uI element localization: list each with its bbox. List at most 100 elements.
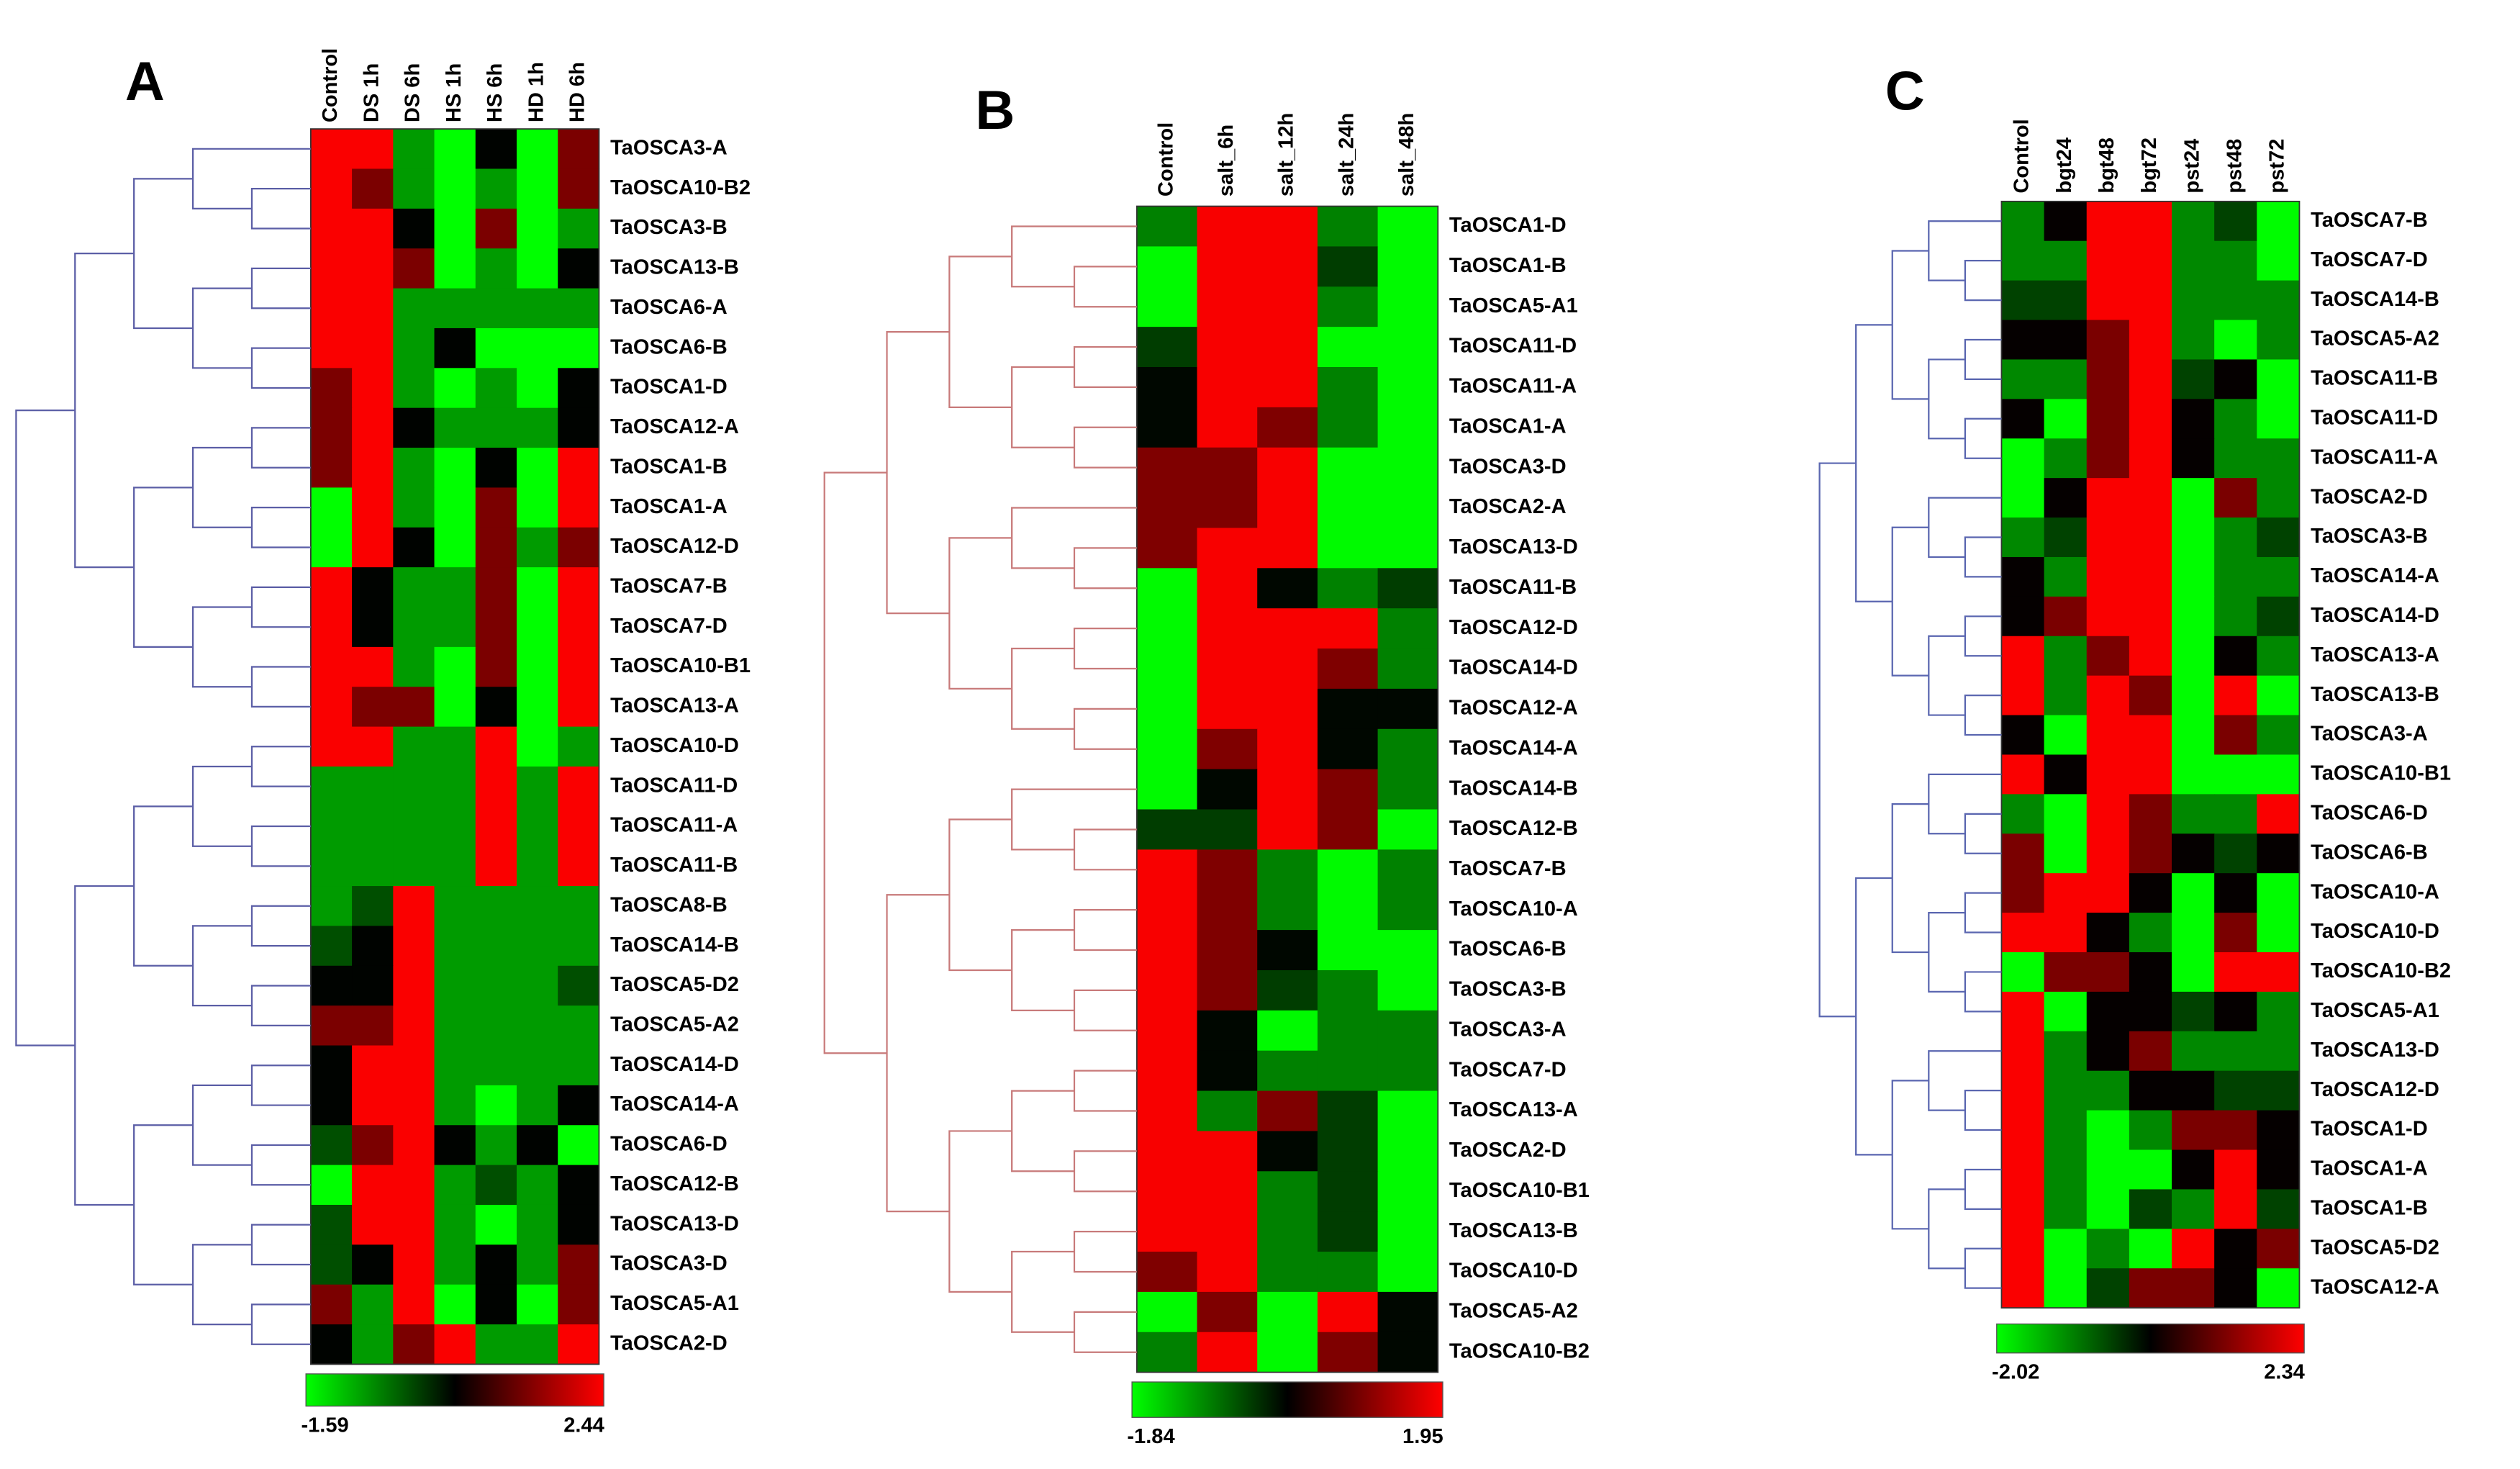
heatmap-cell: [2086, 1031, 2130, 1072]
row-label: TaOSCA7-D: [1449, 1058, 1567, 1081]
row-label: TaOSCA3-B: [2311, 525, 2428, 548]
heatmap-cell: [516, 806, 558, 847]
heatmap-cell: [1136, 1050, 1198, 1092]
row-label: TaOSCA7-D: [610, 615, 728, 638]
heatmap-cell: [475, 726, 517, 767]
heatmap-cell: [1197, 1171, 1258, 1212]
heatmap-cell: [2044, 556, 2088, 597]
heatmap-cell: [2086, 517, 2130, 558]
dendrogram-branch: [1073, 1070, 1137, 1112]
heatmap-cell: [1197, 487, 1258, 529]
dendrogram-branch: [133, 1124, 194, 1285]
heatmap-cell: [310, 448, 353, 489]
dendrogram-branch: [1073, 1150, 1137, 1193]
heatmap-cell: [2001, 873, 2045, 913]
heatmap-cell: [434, 1085, 476, 1126]
heatmap-cell: [475, 886, 517, 927]
heatmap-cell: [2257, 1070, 2301, 1111]
row-label: TaOSCA11-B: [610, 854, 738, 877]
heatmap-cell: [1197, 407, 1258, 448]
heatmap-cell: [558, 1244, 600, 1285]
heatmap-cell: [393, 965, 435, 1006]
heatmap-cell: [2086, 240, 2130, 281]
row-label: TaOSCA3-A: [1449, 1018, 1567, 1041]
column-label: HS 6h: [484, 63, 507, 122]
heatmap-cell: [1257, 930, 1318, 971]
heatmap-cell: [2001, 1070, 2045, 1111]
row-label: TaOSCA6-D: [2311, 802, 2428, 825]
heatmap-cell: [1257, 849, 1318, 890]
heatmap-cell: [1377, 1171, 1438, 1212]
heatmap-cell: [310, 1045, 353, 1086]
heatmap-cell: [558, 1324, 600, 1365]
heatmap-cell: [2044, 201, 2088, 242]
heatmap-cell: [1317, 1050, 1379, 1092]
row-label: TaOSCA3-A: [610, 136, 728, 159]
heatmap-cell: [393, 448, 435, 489]
dendrogram-branch: [1073, 909, 1137, 952]
heatmap-cell: [1317, 487, 1379, 529]
heatmap-cell: [1136, 286, 1198, 327]
heatmap-cell: [2086, 1110, 2130, 1151]
heatmap-cell: [1136, 728, 1198, 770]
heatmap-cell: [558, 448, 600, 489]
heatmap-cell: [516, 208, 558, 249]
heatmap-cell: [2129, 201, 2172, 242]
row-label: TaOSCA10-D: [1449, 1260, 1578, 1283]
heatmap-cell: [2257, 833, 2301, 874]
heatmap-cell: [1377, 1252, 1438, 1293]
dendrogram-branch: [1964, 260, 2002, 302]
row-label: TaOSCA12-D: [610, 535, 739, 558]
heatmap-cell: [2172, 240, 2215, 281]
heatmap-cell: [1377, 890, 1438, 931]
heatmap-cell: [2001, 1268, 2045, 1308]
column-label: salt_48h: [1395, 113, 1418, 196]
column-label: salt_12h: [1275, 113, 1298, 196]
heatmap-cell: [352, 1165, 394, 1206]
heatmap-cell: [2172, 675, 2215, 716]
heatmap-cell: [2001, 1110, 2045, 1151]
heatmap-cell: [393, 766, 435, 808]
heatmap-cell: [310, 646, 353, 687]
heatmap-cell: [558, 1165, 600, 1206]
heatmap-cell: [1317, 890, 1379, 931]
heatmap-cell: [2044, 952, 2088, 993]
heatmap-cell: [434, 926, 476, 967]
heatmap-cell: [2086, 478, 2130, 518]
heatmap-cell: [310, 1165, 353, 1206]
heatmap-cell: [1136, 809, 1198, 851]
dendrogram-branch: [1073, 989, 1137, 1031]
heatmap-cell: [393, 168, 435, 209]
heatmap-cell: [2086, 794, 2130, 834]
heatmap-cell: [2172, 478, 2215, 518]
dendrogram-branch: [133, 805, 194, 967]
heatmap-cell: [2001, 715, 2045, 756]
heatmap-cell: [2129, 913, 2172, 953]
heatmap-cell: [352, 168, 394, 209]
heatmap-cell: [310, 965, 353, 1006]
heatmap-cell: [1136, 246, 1198, 287]
heatmap-cell: [2044, 399, 2088, 439]
heatmap-cell: [310, 1324, 353, 1365]
heatmap-cell: [2129, 438, 2172, 479]
heatmap-cell: [1377, 930, 1438, 971]
row-label: TaOSCA3-B: [1449, 978, 1567, 1001]
heatmap-cell: [434, 607, 476, 648]
heatmap-cell: [1136, 1332, 1198, 1373]
heatmap-cell: [2257, 754, 2301, 795]
row-label: TaOSCA13-D: [610, 1212, 739, 1235]
heatmap-cell: [2044, 715, 2088, 756]
heatmap-cell: [2214, 1031, 2257, 1072]
heatmap-cell: [2257, 280, 2301, 321]
heatmap-cell: [2129, 359, 2172, 400]
heatmap-cell: [2001, 359, 2045, 400]
row-label: TaOSCA10-A: [1449, 898, 1578, 921]
heatmap-cell: [2086, 636, 2130, 677]
heatmap-cell: [1257, 286, 1318, 327]
dendrogram-branch: [948, 537, 1012, 690]
row-label: TaOSCA10-B1: [610, 654, 751, 677]
heatmap-cell: [1317, 648, 1379, 690]
heatmap-cell: [2257, 556, 2301, 597]
heatmap-cell: [2086, 1268, 2130, 1308]
heatmap-cell: [516, 1085, 558, 1126]
